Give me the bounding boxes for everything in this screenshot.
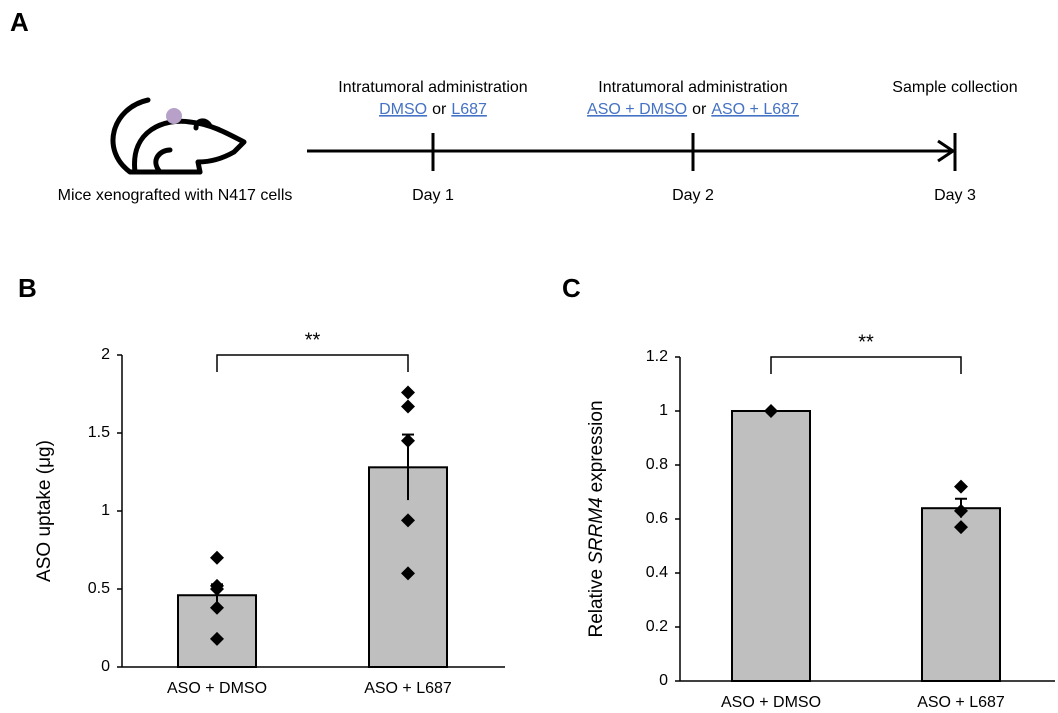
mouse-caption: Mice xenografted with N417 cells [58, 187, 293, 204]
day-label: Day 2 [672, 187, 714, 204]
mouse-icon [110, 97, 247, 175]
y-tick-label: 0 [659, 672, 668, 689]
significance-label: ** [858, 331, 874, 353]
y-tick-label: 0.5 [88, 580, 110, 597]
data-point [210, 582, 224, 596]
x-tick-label: ASO + L687 [917, 694, 1005, 711]
data-point [401, 433, 415, 448]
y-tick-label: 0.8 [646, 456, 668, 473]
y-tick-label: 0 [101, 658, 110, 675]
y-tick-label: 0.4 [646, 564, 668, 581]
bar [731, 410, 811, 682]
y-tick-label: 1.5 [88, 424, 110, 441]
y-label-text: ASO uptake (μg) [34, 440, 55, 582]
treatments: ASO + DMSO or ASO + L687 [587, 101, 799, 118]
data-point [401, 513, 415, 528]
panel-label: A [10, 7, 29, 37]
joiner: or [692, 101, 707, 118]
y-label-italic: SRRM4 [586, 497, 607, 564]
significance-bracket [770, 356, 962, 374]
y-label-text: expression [586, 400, 607, 492]
y-tick-label: 1 [659, 402, 668, 419]
data-point [954, 503, 968, 518]
bar [921, 507, 1001, 683]
treatment-link: DMSO [379, 101, 427, 118]
data-point [954, 520, 968, 535]
treatment-link: L687 [451, 101, 487, 118]
y-tick-label: 0.2 [646, 618, 668, 635]
y-tick-label: 0.6 [646, 510, 668, 527]
data-point [954, 479, 968, 494]
y-axis-label: ASO uptake (μg) [34, 440, 55, 582]
treatment-link: ASO + L687 [711, 101, 799, 118]
data-point [401, 385, 415, 400]
panel-label: B [18, 273, 37, 303]
data-point [764, 404, 778, 418]
event-title: Sample collection [892, 79, 1017, 96]
data-point [401, 399, 415, 414]
panel-label: C [562, 273, 581, 303]
data-point [401, 566, 415, 581]
day-label: Day 3 [934, 187, 976, 204]
joiner: or [432, 101, 447, 118]
y-tick-label: 1 [101, 502, 110, 519]
y-label-text: Relative [586, 569, 607, 638]
x-tick-label: ASO + DMSO [167, 680, 267, 697]
day-label: Day 1 [412, 187, 454, 204]
data-point [210, 550, 224, 565]
event-title: Intratumoral administration [338, 79, 527, 96]
significance-label: ** [305, 329, 321, 351]
x-tick-label: ASO + L687 [364, 680, 452, 697]
treatment-link: ASO + DMSO [587, 101, 687, 118]
significance-bracket [216, 354, 409, 372]
y-axis-label: Relative SRRM4 expression [586, 400, 607, 637]
event-title: Intratumoral administration [598, 79, 787, 96]
data-point [210, 600, 224, 615]
treatments: DMSO or L687 [379, 101, 487, 118]
timeline-arrow [937, 139, 956, 163]
y-tick-label: 2 [101, 346, 110, 363]
x-tick-label: ASO + DMSO [721, 694, 821, 711]
data-point [210, 631, 224, 646]
y-tick-label: 1.2 [646, 348, 668, 365]
